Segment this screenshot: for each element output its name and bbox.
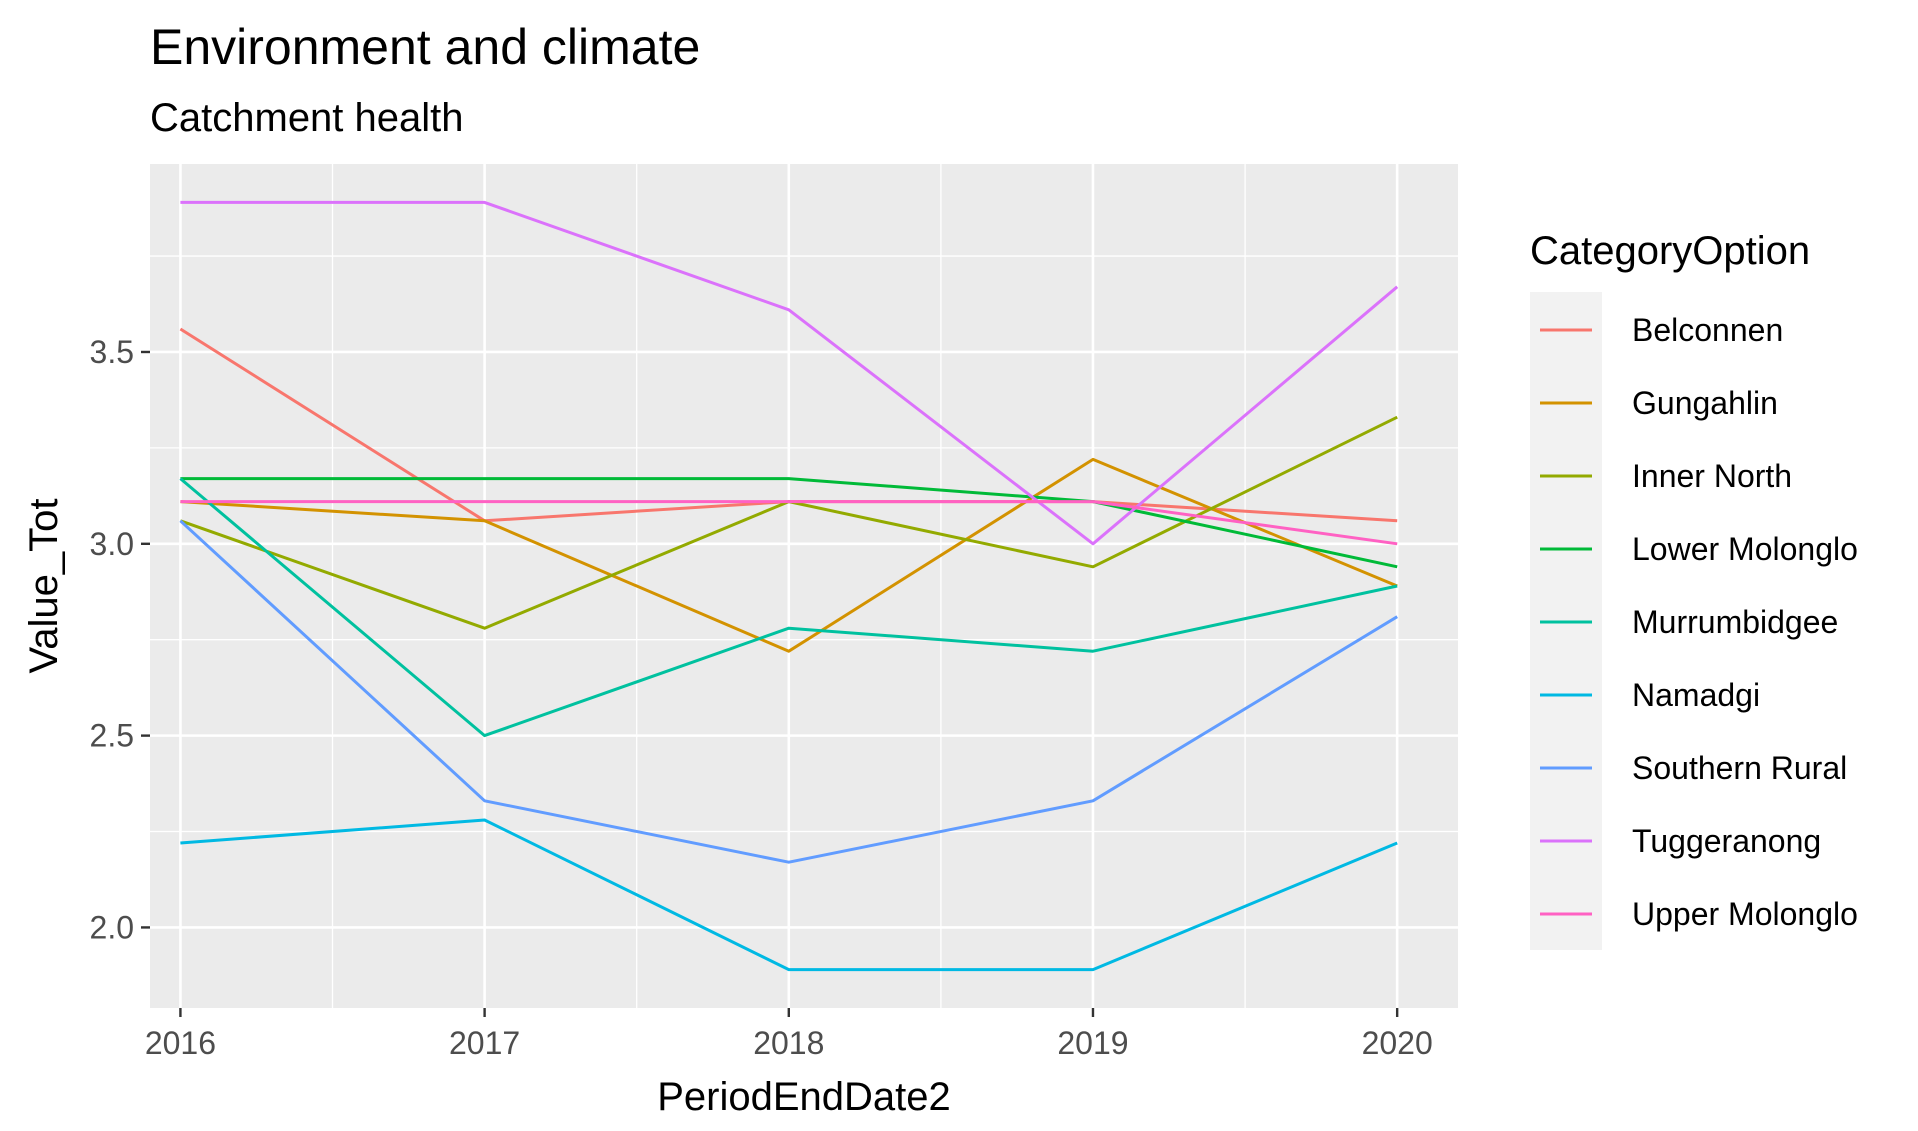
legend-label-tuggeranong: Tuggeranong bbox=[1632, 823, 1821, 859]
legend-items: Belconnen Gungahlin Inner North Lower Molon… bbox=[1540, 312, 1858, 932]
y-tick-label: 3.0 bbox=[90, 526, 134, 562]
x-tick-label: 2017 bbox=[449, 1025, 520, 1061]
y-axis-ticks: 2.0 2.5 3.0 3.5 bbox=[90, 334, 150, 945]
series-line-murrumbidgee bbox=[179, 477, 1398, 738]
series-line-gungahlin bbox=[180, 457, 1398, 653]
x-tick-label: 2018 bbox=[753, 1025, 824, 1061]
legend-label-upper-molonglo: Upper Molonglo bbox=[1632, 896, 1858, 932]
legend-title: CategoryOption bbox=[1530, 229, 1810, 273]
legend-label-murrumbidgee: Murrumbidgee bbox=[1632, 604, 1838, 640]
x-tick-label: 2020 bbox=[1362, 1025, 1433, 1061]
x-axis-ticks: 2016 2017 2018 2019 2020 bbox=[145, 1008, 1433, 1061]
series-line-tuggeranong bbox=[180, 200, 1399, 546]
plot-panel bbox=[150, 164, 1458, 1008]
legend-label-inner-north: Inner North bbox=[1632, 458, 1792, 494]
legend-label-gungahlin: Gungahlin bbox=[1632, 385, 1778, 421]
chart-title: Environment and climate bbox=[150, 19, 700, 75]
series-lines bbox=[179, 200, 1399, 972]
legend: CategoryOption Belconnen Gungahlin Inner N… bbox=[1530, 229, 1858, 950]
x-axis-title: PeriodEndDate2 bbox=[657, 1075, 951, 1119]
series-line-southern-rural bbox=[179, 519, 1398, 864]
legend-label-belconnen: Belconnen bbox=[1632, 312, 1783, 348]
x-tick-label: 2016 bbox=[145, 1025, 216, 1061]
series-line-upper-molonglo bbox=[180, 500, 1398, 546]
x-tick-label: 2019 bbox=[1057, 1025, 1128, 1061]
y-tick-label: 3.5 bbox=[90, 334, 134, 370]
y-axis-title: Value_Tot bbox=[22, 499, 66, 674]
legend-label-lower-molonglo: Lower Molonglo bbox=[1632, 531, 1858, 567]
legend-label-namadgi: Namadgi bbox=[1632, 677, 1760, 713]
legend-label-southern-rural: Southern Rural bbox=[1632, 750, 1847, 786]
y-tick-label: 2.0 bbox=[90, 909, 134, 945]
series-line-lower-molonglo bbox=[180, 477, 1398, 569]
y-tick-label: 2.5 bbox=[90, 718, 134, 754]
series-line-namadgi bbox=[180, 818, 1398, 972]
chart-subtitle: Catchment health bbox=[150, 96, 464, 140]
